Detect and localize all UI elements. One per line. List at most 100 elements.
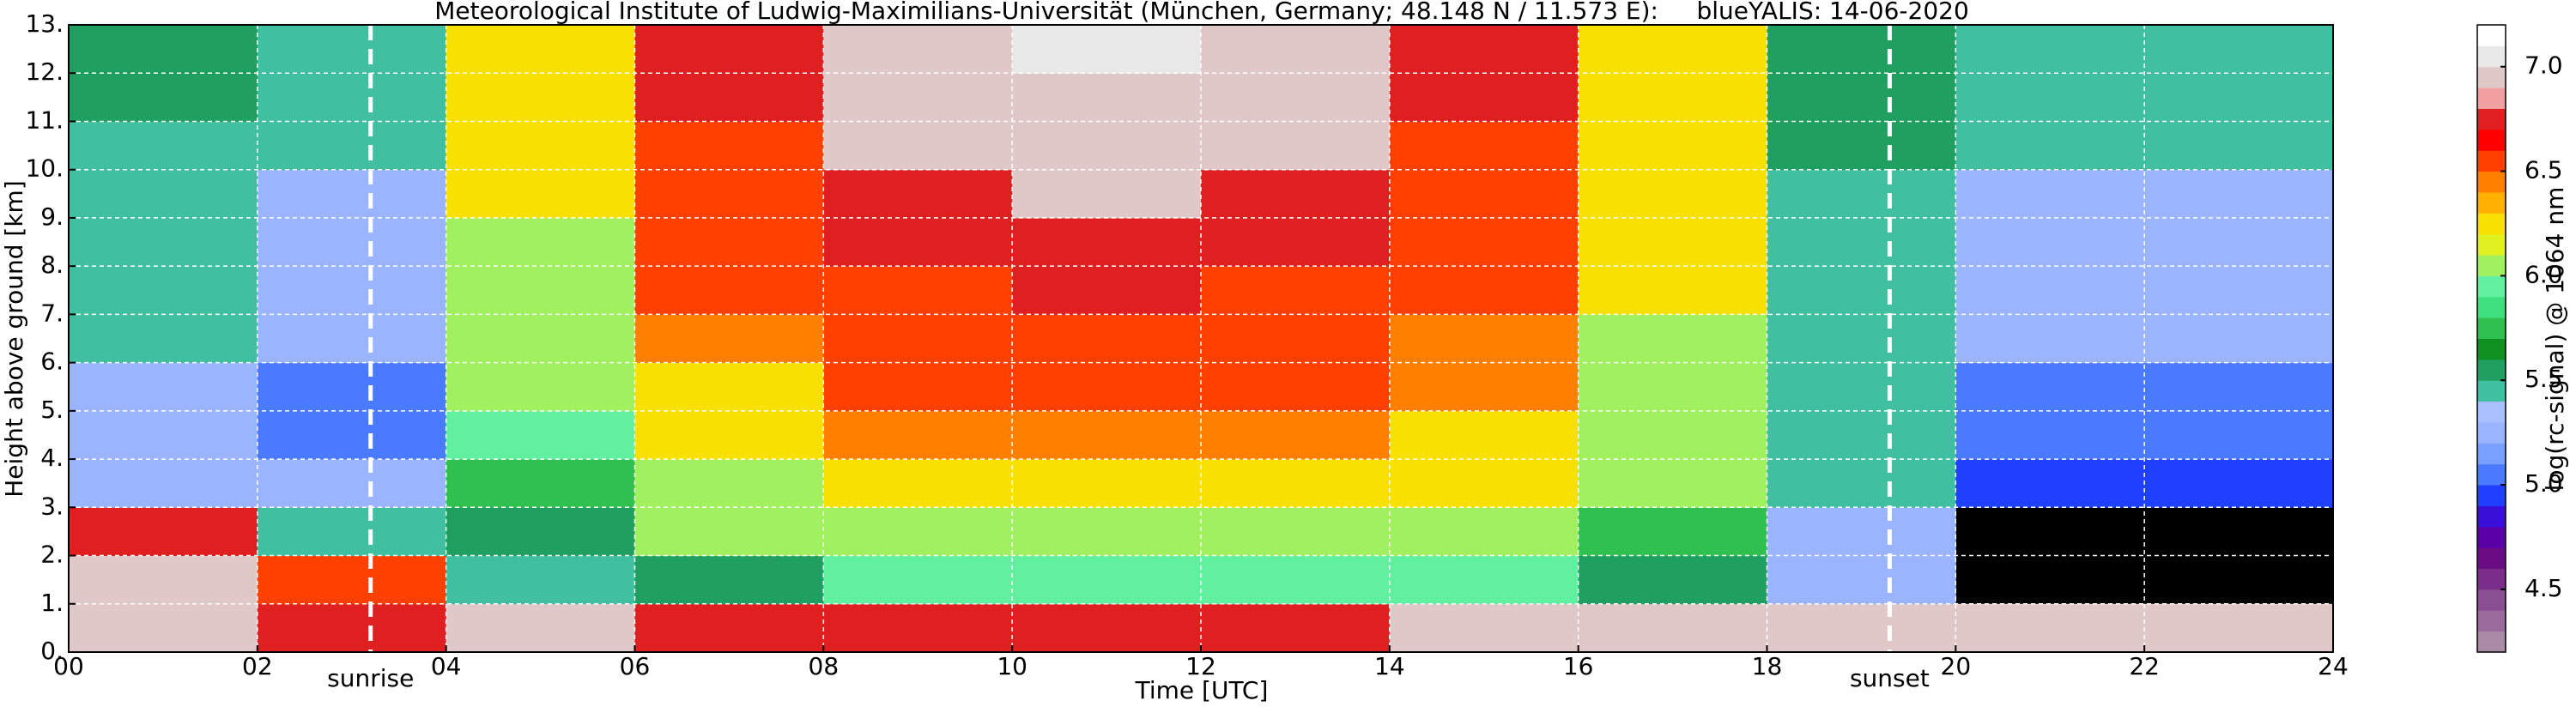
heatmap-cell: [634, 73, 824, 122]
annotation-label: sunset: [1850, 664, 1930, 692]
heatmap-cell: [69, 603, 258, 653]
heatmap-cell: [823, 555, 1013, 605]
heatmap-cell: [1578, 603, 1767, 653]
heatmap-cell: [823, 603, 1013, 653]
heatmap-cell: [1012, 217, 1202, 267]
heatmap-cell: [2144, 603, 2334, 653]
heatmap-cell: [2144, 169, 2334, 219]
heatmap-cell: [1201, 362, 1391, 412]
heatmap-cell: [257, 314, 447, 364]
heatmap-cell: [823, 314, 1013, 364]
heatmap-cell: [1201, 507, 1391, 557]
heatmap-cell: [1767, 73, 1956, 122]
heatmap-cell: [1389, 217, 1579, 267]
heatmap-cell: [445, 507, 635, 557]
colorbar-band: [2477, 255, 2506, 276]
heatmap-cell: [823, 459, 1013, 508]
heatmap-cell: [257, 266, 447, 315]
heatmap-cell: [1201, 314, 1391, 364]
heatmap-cell: [823, 73, 1013, 122]
heatmap-cell: [1955, 314, 2145, 364]
colorbar-tick-label: 6.5: [2524, 156, 2563, 184]
heatmap-cell: [1767, 121, 1956, 171]
heatmap-cell: [1578, 25, 1767, 74]
heatmap-cell: [1955, 603, 2145, 653]
colorbar-band: [2477, 631, 2506, 653]
heatmap-cell: [445, 459, 635, 508]
colorbar-band: [2477, 505, 2506, 528]
heatmap-cell: [1012, 410, 1202, 460]
heatmap-cell: [1578, 362, 1767, 412]
heatmap-cell: [1955, 25, 2145, 74]
heatmap-cell: [823, 121, 1013, 171]
heatmap-cell: [1012, 459, 1202, 508]
heatmap-cell: [1767, 266, 1956, 315]
x-tick-label: 08: [809, 652, 839, 680]
heatmap-cell: [1767, 507, 1956, 557]
x-tick-label: 00: [53, 652, 84, 680]
heatmap-cell: [823, 362, 1013, 412]
heatmap-cell: [823, 217, 1013, 267]
heatmap-cell: [1389, 25, 1579, 74]
heatmap-cell: [257, 555, 447, 605]
heatmap-cell: [2144, 314, 2334, 364]
heatmap-cell: [257, 121, 447, 171]
heatmap-cell: [69, 314, 258, 364]
colorbar-band: [2477, 401, 2506, 423]
heatmap-cell: [1201, 410, 1391, 460]
heatmap-cell: [1012, 603, 1202, 653]
y-tick-label: 5.: [40, 396, 64, 424]
y-tick-label: 7.: [40, 299, 64, 327]
x-axis-label: Time [UTC]: [1135, 676, 1269, 704]
x-tick-label: 06: [620, 652, 651, 680]
y-tick-label: 13.: [25, 9, 64, 38]
heatmap-cell: [1201, 73, 1391, 122]
heatmap-cell: [445, 121, 635, 171]
heatmap-cell: [1389, 410, 1579, 460]
heatmap-cell: [257, 217, 447, 267]
heatmap-cell: [69, 555, 258, 605]
heatmap-cell: [1201, 266, 1391, 315]
heatmap-cell: [69, 217, 258, 267]
plot-frame: [68, 24, 2334, 653]
colorbar-band: [2477, 171, 2506, 193]
heatmap-cell: [634, 459, 824, 508]
colorbar-band: [2477, 421, 2506, 444]
heatmap-cell: [1201, 555, 1391, 605]
colorbar-band: [2477, 88, 2506, 109]
heatmap-cell: [1955, 362, 2145, 412]
colorbar-band: [2477, 610, 2506, 632]
annotation-label: sunrise: [327, 664, 414, 692]
heatmap-cell: [1767, 314, 1956, 364]
heatmap-cell: [1578, 410, 1767, 460]
heatmap-cell: [445, 410, 635, 460]
heatmap-cell: [1578, 314, 1767, 364]
y-tick-label: 6.: [40, 347, 64, 376]
heatmap-cell: [257, 603, 447, 653]
heatmap-cell: [445, 169, 635, 219]
heatmap-cell: [1578, 73, 1767, 122]
heatmap-cell: [1201, 459, 1391, 508]
heatmap-cell: [257, 73, 447, 122]
heatmap-cell: [634, 362, 824, 412]
heatmap-cell: [634, 217, 824, 267]
heatmap-cell: [1201, 25, 1391, 74]
heatmap-cell: [634, 25, 824, 74]
y-axis-label: Height above ground [km]: [0, 180, 28, 498]
colorbar-band: [2477, 191, 2506, 214]
colorbar-tick-label: 7.0: [2524, 51, 2563, 80]
heatmap-cell: [1389, 507, 1579, 557]
heatmap-cell: [1389, 266, 1579, 315]
heatmap-cell: [1578, 169, 1767, 219]
colorbar-band: [2477, 359, 2506, 381]
y-tick-label: 10.: [25, 154, 64, 183]
y-tick-label: 4.: [40, 444, 64, 472]
heatmap-cell: [2144, 362, 2334, 412]
heatmap-cell: [69, 25, 258, 74]
heatmap-cell: [1767, 555, 1956, 605]
colorbar-band: [2477, 25, 2506, 46]
heatmap-cell: [823, 410, 1013, 460]
colorbar-band: [2477, 380, 2506, 402]
heatmap-cell: [1012, 555, 1202, 605]
